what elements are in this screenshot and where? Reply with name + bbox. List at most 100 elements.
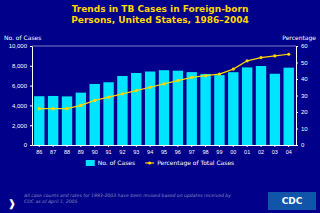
tick-mark <box>296 129 298 130</box>
tick-mark <box>296 145 298 146</box>
tick: 4,000 <box>12 103 32 109</box>
legend-label: No. of Cases <box>98 159 135 166</box>
bar <box>284 68 294 145</box>
tick-mark <box>205 145 206 147</box>
tick-mark <box>150 145 151 147</box>
x-axis: 86878889909192939495969798990001020304 <box>33 145 297 155</box>
marker <box>107 96 110 99</box>
tick-label: 94 <box>147 149 153 155</box>
tick: 30 <box>296 93 308 99</box>
tick-mark <box>261 145 262 147</box>
tick: 89 <box>78 145 84 155</box>
tick: 92 <box>119 145 125 155</box>
tick: 03 <box>272 145 278 155</box>
tick: 8,000 <box>12 63 32 69</box>
y-axis: 0 2,000 4,000 6,000 8,000 10,000 <box>9 43 33 148</box>
bar <box>187 72 197 145</box>
tick: 97 <box>189 145 195 155</box>
tick-mark <box>80 145 81 147</box>
marker <box>52 107 55 110</box>
tick: 02 <box>258 145 264 155</box>
marker <box>79 104 82 107</box>
axis-title: No. of Cases <box>4 34 41 41</box>
tick-label: 10 <box>301 126 308 132</box>
legend-marker <box>148 161 151 164</box>
bar <box>145 72 155 145</box>
tick: 01 <box>244 145 250 155</box>
tick-label: 02 <box>258 149 264 155</box>
title: Trends in TB Cases in Foreign-bornPerson… <box>71 4 249 25</box>
tick-label: 92 <box>119 149 125 155</box>
tick: 87 <box>50 145 56 155</box>
bar <box>62 96 72 145</box>
tick: 86 <box>36 145 42 155</box>
marker <box>176 79 179 82</box>
bar <box>270 74 280 145</box>
tick-mark <box>296 46 298 47</box>
tick: 0 <box>296 142 305 148</box>
tick-label: 10,000 <box>9 43 28 49</box>
logo-box <box>268 192 316 210</box>
tick-mark <box>136 145 137 147</box>
tick-mark <box>122 145 123 147</box>
tick-label: 0 <box>24 142 28 148</box>
line <box>39 54 288 108</box>
tick-label: 91 <box>106 149 112 155</box>
bar <box>103 82 113 145</box>
tick-label: 20 <box>301 109 308 115</box>
tick-label: 99 <box>216 149 222 155</box>
tick: 50 <box>296 60 308 66</box>
tick-label: 8,000 <box>12 63 28 69</box>
tick-mark <box>274 145 275 147</box>
marker <box>190 76 193 79</box>
tick: 91 <box>106 145 112 155</box>
tick-mark <box>30 86 32 87</box>
tick-label: 00 <box>230 149 236 155</box>
tick: 90 <box>92 145 98 155</box>
tick-label: 97 <box>189 149 195 155</box>
marker <box>204 74 207 77</box>
tick-label: 88 <box>64 149 70 155</box>
marker <box>65 107 68 110</box>
tick-label: 04 <box>286 149 292 155</box>
tick: 20 <box>296 109 308 115</box>
bar <box>76 93 86 145</box>
bar <box>131 73 141 145</box>
tick-mark <box>30 46 32 47</box>
tick-mark <box>30 125 32 126</box>
markers <box>38 53 291 111</box>
tick: 0 <box>24 142 32 148</box>
tick-mark <box>288 145 289 147</box>
marker <box>149 86 152 89</box>
tick-mark <box>30 105 32 106</box>
bar <box>48 96 58 145</box>
tick-mark <box>94 145 95 147</box>
axis-title: Percentage <box>282 34 316 42</box>
tick-mark <box>53 145 54 147</box>
footnote: All case counts and rates for 1993-2003 … <box>23 193 231 204</box>
tick-mark <box>108 145 109 147</box>
tick-label: 6,000 <box>12 83 28 89</box>
bar <box>228 72 238 145</box>
tick-label: 98 <box>203 149 209 155</box>
bar <box>200 74 210 145</box>
tick-mark <box>296 96 298 97</box>
tick-label: 0 <box>301 142 305 148</box>
tick-label: 93 <box>133 149 139 155</box>
bar <box>34 96 44 145</box>
marker <box>287 53 290 56</box>
marker <box>121 92 124 95</box>
tick-mark <box>296 79 298 80</box>
tick-label: 2,000 <box>12 123 28 129</box>
legend-item: No. of Cases <box>86 159 135 166</box>
marker <box>218 72 221 75</box>
tick-mark <box>296 112 298 113</box>
tick-label: 89 <box>78 149 84 155</box>
tick: 2,000 <box>12 123 32 129</box>
tick-label: 50 <box>301 60 308 66</box>
bar-series <box>34 66 294 145</box>
tick-mark <box>219 145 220 147</box>
tick: 60 <box>296 43 308 49</box>
marker <box>38 107 41 110</box>
tick: 10 <box>296 126 308 132</box>
